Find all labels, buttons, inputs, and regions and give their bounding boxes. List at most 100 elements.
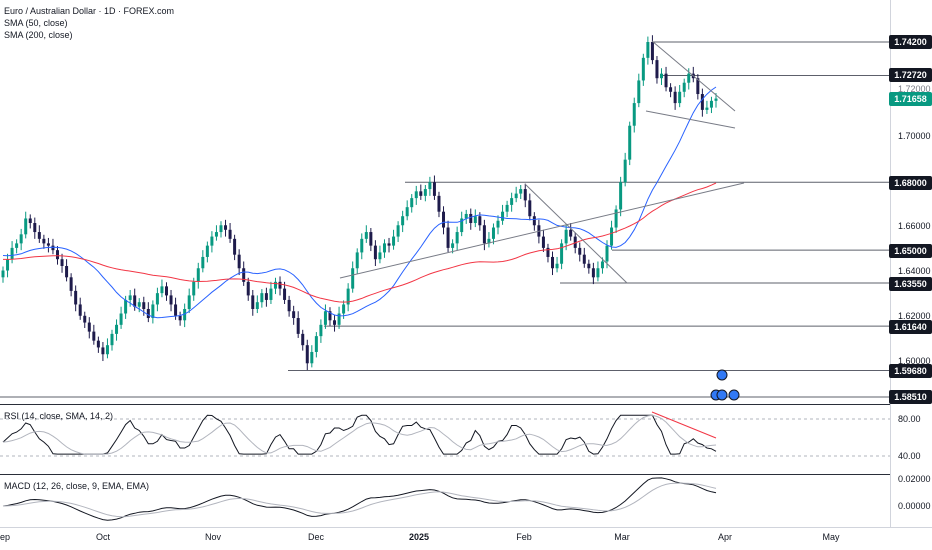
candle-body	[392, 236, 396, 246]
candle-body	[496, 220, 500, 228]
time-axis-border	[0, 527, 932, 528]
candle-body	[264, 293, 268, 300]
candle-body	[201, 256, 205, 269]
candle-body	[96, 340, 100, 348]
symbol-title[interactable]: Euro / Australian Dollar · 1D · FOREX.co…	[4, 6, 175, 16]
candle-body	[128, 295, 132, 300]
candle-body	[105, 345, 109, 355]
candle-body	[210, 236, 214, 246]
candle-body	[269, 288, 273, 300]
candle-body	[160, 286, 164, 294]
candle-body	[65, 265, 69, 278]
candle-body	[178, 315, 182, 321]
candle-body	[246, 281, 250, 296]
candle-body	[301, 333, 305, 346]
candle-body	[196, 268, 200, 282]
time-label: May	[822, 532, 840, 542]
candle-body	[619, 182, 623, 210]
time-label: ep	[0, 532, 11, 542]
rsi-divergence-line	[651, 411, 717, 439]
candle-body	[410, 198, 414, 208]
level-tag-7[interactable]: 1.59680	[889, 364, 932, 378]
macd-legend[interactable]: MACD (12, 26, close, 9, EMA, EMA)	[4, 481, 150, 491]
candle-body	[614, 209, 618, 228]
candle-body	[405, 207, 409, 217]
candle-body	[155, 293, 159, 305]
candle-body	[351, 268, 355, 289]
candle-body	[33, 223, 37, 233]
candle-body	[319, 324, 323, 337]
macd-line	[2, 477, 717, 521]
event-marker-icon	[716, 369, 728, 381]
candle-body	[192, 281, 196, 296]
candle-body	[591, 268, 595, 278]
candle-body	[146, 308, 150, 319]
level-tag-1[interactable]: 1.74200	[889, 35, 932, 49]
level-tag-6[interactable]: 1.61640	[889, 320, 932, 334]
time-label: Apr	[717, 532, 733, 542]
candle-body	[705, 107, 709, 110]
candle-body	[55, 250, 59, 260]
candle-body	[37, 232, 41, 239]
candle-body	[378, 252, 382, 260]
candle-body	[119, 313, 123, 325]
candle-body	[233, 238, 237, 255]
candle-body	[414, 191, 418, 199]
candle-body	[605, 245, 609, 262]
candle-body	[346, 288, 350, 305]
candle-body	[632, 103, 636, 126]
level-tag-8[interactable]: 1.58510	[889, 390, 932, 404]
rsi-pane-divider[interactable]	[0, 404, 890, 405]
candle-body	[46, 243, 50, 246]
time-label: Nov	[204, 532, 222, 542]
candle-body	[660, 73, 664, 79]
sma50-legend[interactable]: SMA (50, close)	[4, 18, 68, 28]
candle-body	[600, 261, 604, 269]
time-label: Mar	[614, 532, 630, 542]
candle-body	[628, 125, 632, 160]
level-tag-3[interactable]: 1.68000	[889, 176, 932, 190]
rsi-axis-label: 40.00	[898, 451, 921, 461]
macd-pane-divider[interactable]	[0, 474, 890, 475]
macd-signal-line	[2, 482, 717, 518]
candle-body	[587, 263, 591, 269]
rsi-line	[2, 414, 717, 455]
candle-body	[637, 80, 641, 104]
price-label: 1.64000	[898, 266, 931, 276]
candle-body	[519, 189, 523, 194]
candle-body	[224, 225, 228, 230]
level-tag-5[interactable]: 1.63550	[889, 277, 932, 291]
price-label: 1.66000	[898, 221, 931, 231]
level-tag-2[interactable]: 1.72720	[889, 68, 932, 82]
rsi-legend[interactable]: RSI (14, close, SMA, 14, 2)	[4, 411, 114, 421]
candle-body	[83, 315, 87, 323]
candle-body	[546, 247, 550, 257]
last-price-tag[interactable]: 1.71658	[889, 92, 932, 106]
candle-body	[92, 331, 96, 341]
candle-body	[133, 295, 137, 307]
candle-body	[251, 295, 255, 309]
candle-body	[242, 268, 246, 282]
candle-body	[501, 211, 505, 221]
wedge-lower-line	[645, 110, 736, 129]
candle-body	[292, 311, 296, 319]
candle-body	[437, 195, 441, 212]
time-label: Oct	[95, 532, 111, 542]
candle-body	[151, 304, 155, 319]
sma200-legend[interactable]: SMA (200, close)	[4, 30, 73, 40]
rsi-signal-line	[2, 414, 717, 455]
candle-body	[428, 182, 432, 190]
level-tag-4[interactable]: 1.65000	[889, 244, 932, 258]
time-label: 2025	[408, 532, 430, 542]
macd-axis-label: 0.02000	[898, 474, 931, 484]
candle-body	[328, 311, 332, 321]
candle-body	[432, 182, 436, 196]
candle-body	[255, 302, 259, 309]
candle-body	[446, 227, 450, 248]
candle-body	[24, 218, 28, 235]
candle-body	[169, 295, 173, 305]
candle-body	[219, 225, 223, 233]
candle-body	[442, 211, 446, 228]
candle-body	[696, 78, 700, 95]
